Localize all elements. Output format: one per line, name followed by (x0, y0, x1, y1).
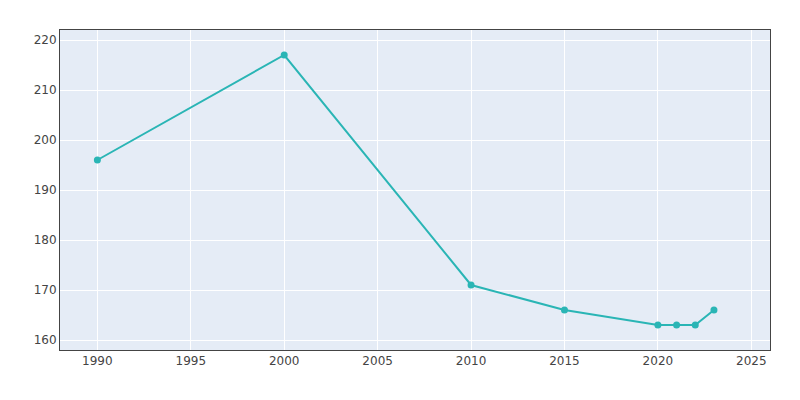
svg-text:1990: 1990 (82, 354, 113, 368)
svg-text:2025: 2025 (736, 354, 767, 368)
svg-text:2000: 2000 (269, 354, 300, 368)
svg-text:2010: 2010 (456, 354, 487, 368)
svg-text:180: 180 (34, 233, 57, 247)
svg-text:2005: 2005 (362, 354, 393, 368)
svg-text:160: 160 (34, 333, 57, 347)
svg-text:210: 210 (34, 83, 57, 97)
svg-text:200: 200 (34, 133, 57, 147)
svg-text:1995: 1995 (176, 354, 207, 368)
svg-text:170: 170 (34, 283, 57, 297)
svg-text:2020: 2020 (643, 354, 674, 368)
svg-text:220: 220 (34, 33, 57, 47)
svg-text:2015: 2015 (549, 354, 580, 368)
svg-text:190: 190 (34, 183, 57, 197)
